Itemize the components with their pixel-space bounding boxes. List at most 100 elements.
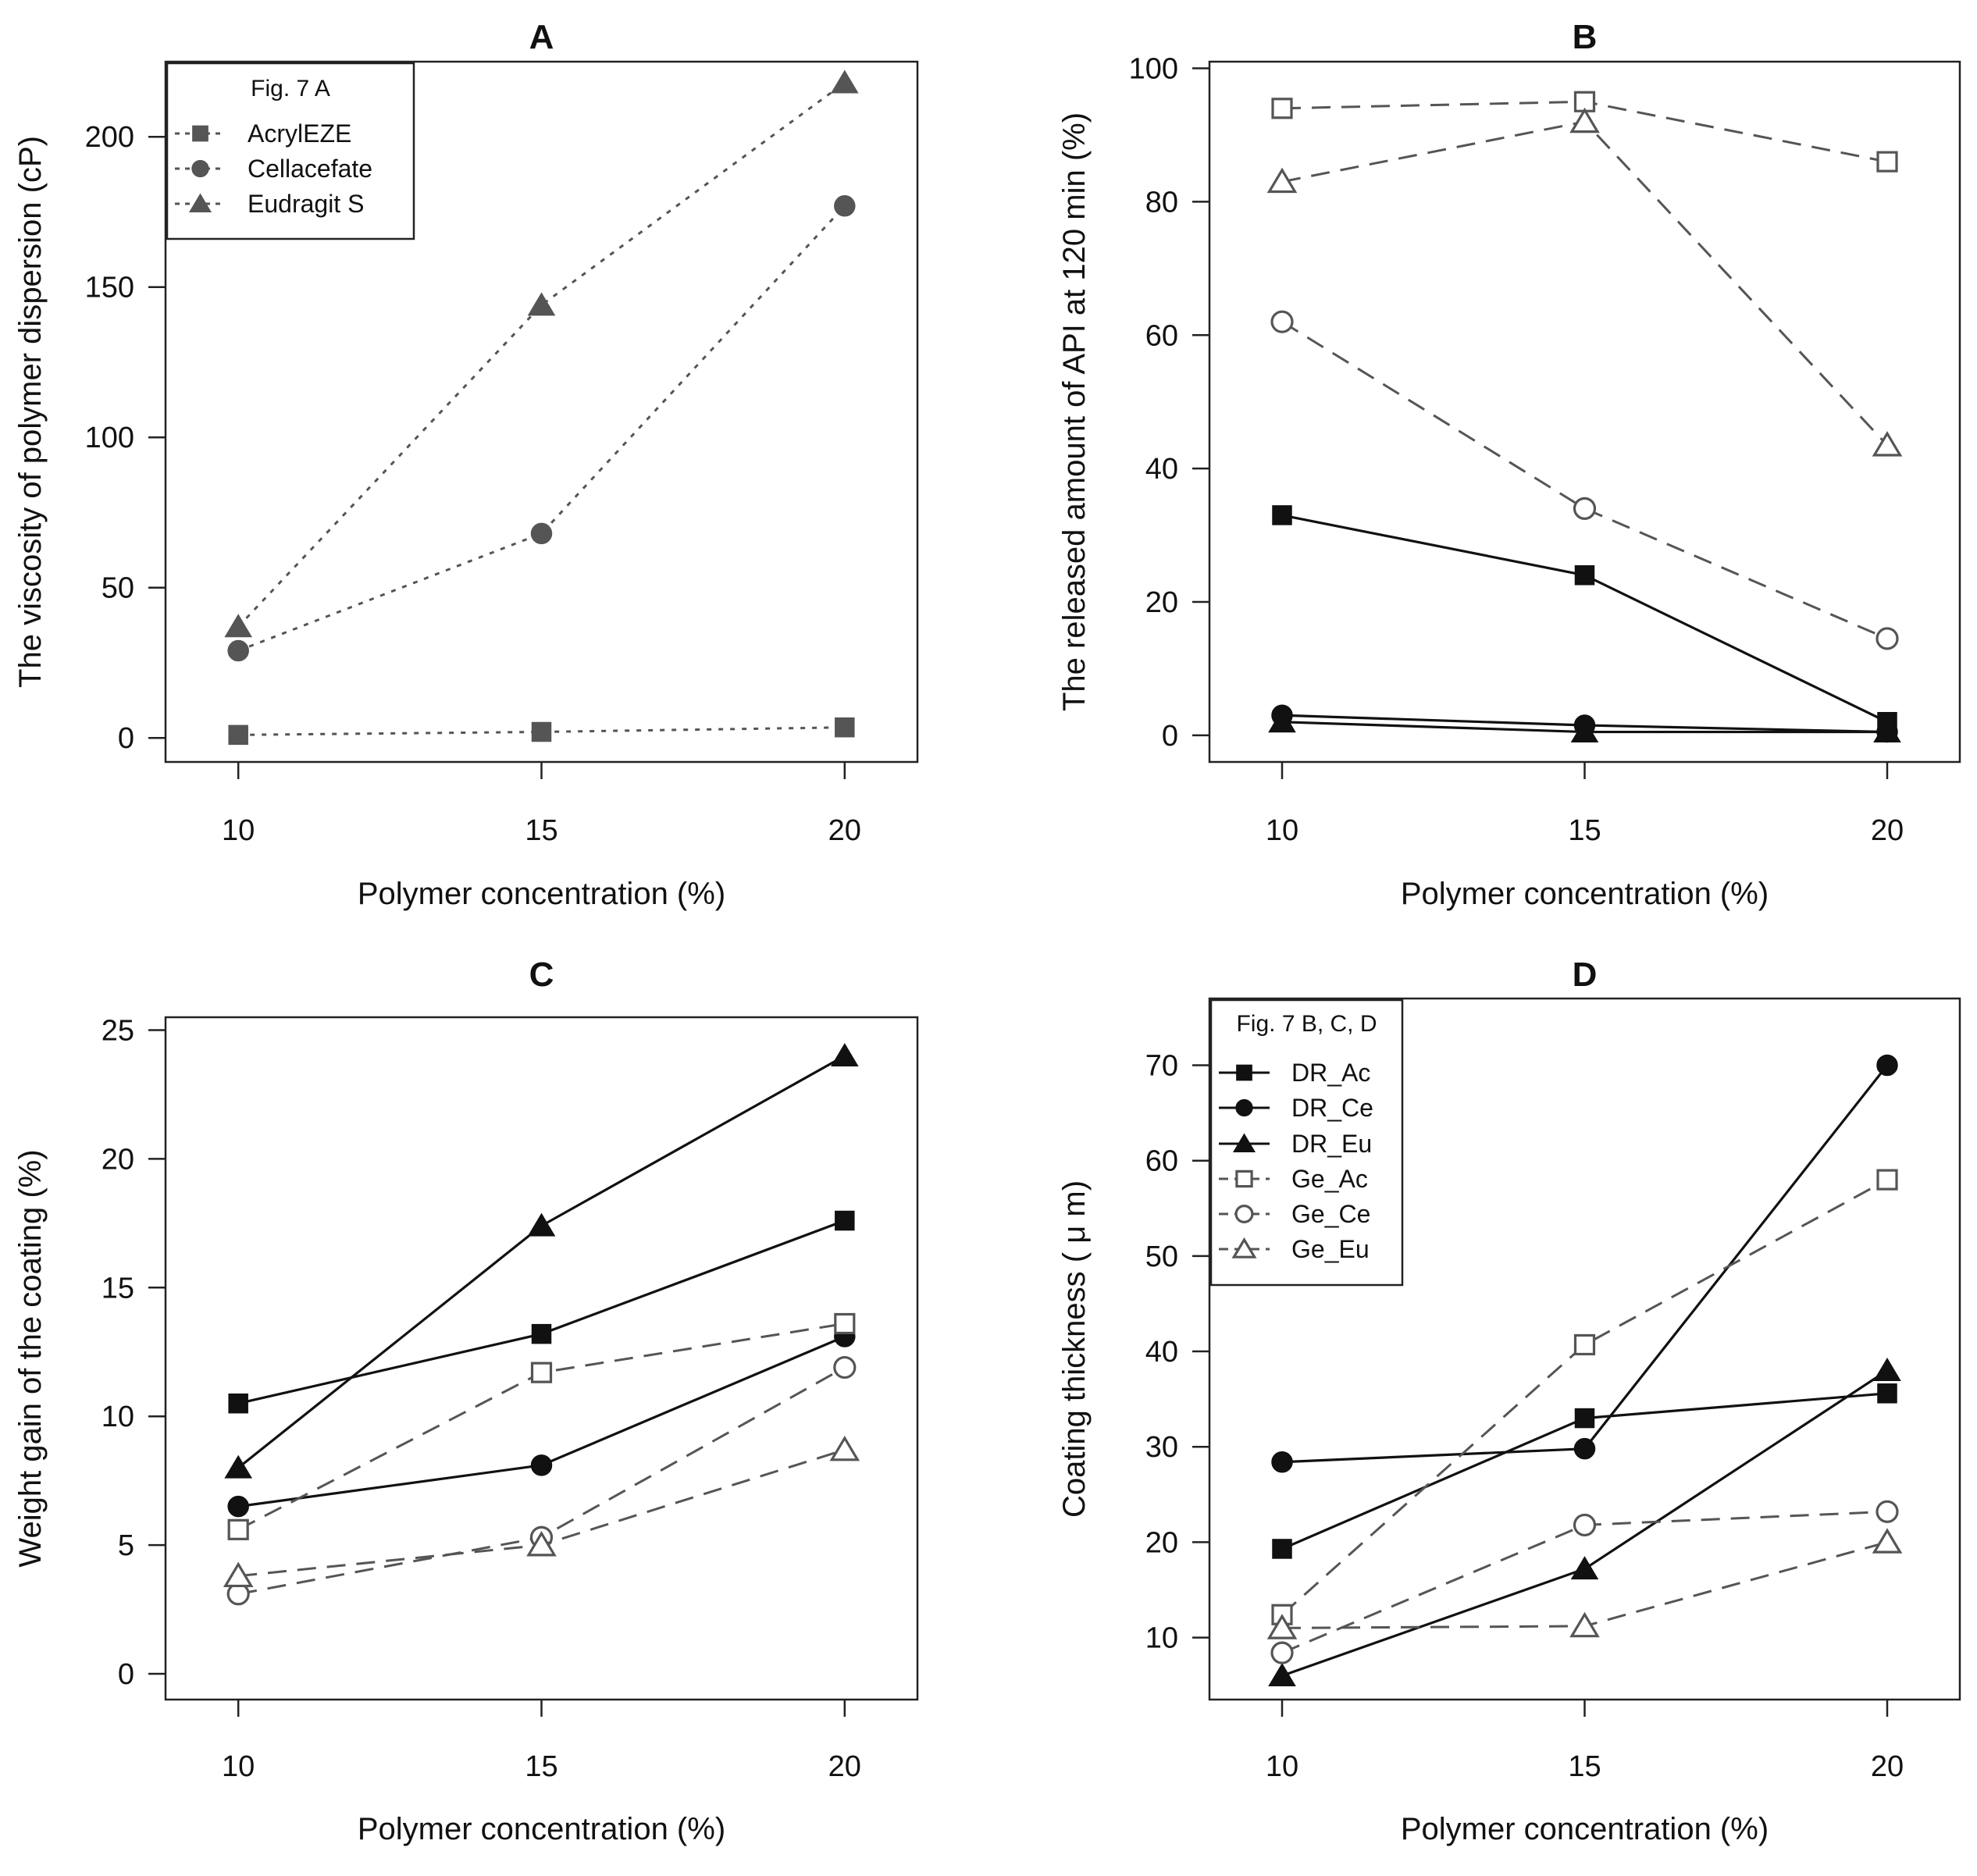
data-point-triangle [1872,1528,1903,1554]
y-tick-label: 5 [118,1529,134,1562]
series-line [237,1055,846,1469]
series-dr-ce [227,1326,856,1518]
series-dr-ac [1272,1383,1897,1559]
data-point-triangle [1570,719,1599,743]
data-point-square [834,1312,856,1335]
data-point-square [835,1210,855,1231]
data-point-circle [1270,1641,1294,1664]
data-point-triangle [829,1435,860,1461]
data-point-triangle [527,1212,556,1237]
data-point-square [1574,565,1595,586]
series-ge-ce [1270,1500,1899,1664]
series-acryleze [228,717,855,746]
legend-title: Fig. 7 B, C, D [1236,1011,1377,1037]
y-tick-label: 150 [85,272,134,304]
data-point-square [228,724,248,746]
legend-label: DR_Eu [1291,1130,1372,1158]
data-point-triangle [1266,167,1298,194]
x-axis-label: Polymer concentration (%) [1401,1812,1769,1846]
y-tick-label: 15 [102,1272,134,1305]
data-point-circle [1875,1500,1899,1523]
series-line [1281,1178,1888,1616]
y-tick-label: 100 [85,422,134,454]
data-point-square [1876,1169,1898,1191]
data-point-circle [227,1495,249,1518]
y-tick-label: 100 [1129,53,1178,86]
y-tick-label: 30 [1145,1431,1178,1464]
panel-title: A [529,18,554,56]
series-ge-ce [1270,310,1899,650]
data-point-square [228,1393,248,1414]
series-ge-ac [1271,91,1898,173]
series-ge-eu [223,1435,860,1588]
legend-label: Ge_Ac [1291,1165,1368,1193]
data-point-square [531,1323,552,1344]
data-point-square [1272,1539,1292,1559]
data-point-circle [1270,310,1294,333]
legend-label: DR_Ce [1291,1094,1373,1122]
data-point-circle [530,1454,553,1476]
series-line [237,1366,846,1596]
legend-marker-square [192,125,208,142]
plot-frame [1208,60,1961,764]
x-tick-label: 10 [222,814,255,847]
x-tick-label: 10 [1266,814,1298,847]
series-ge-ac [1271,1169,1898,1625]
data-point-triangle [830,1043,859,1066]
x-tick-label: 20 [1871,1750,1904,1783]
legend-label: AcrylEZE [248,119,351,148]
data-point-triangle [1873,719,1901,743]
y-axis-label: The released amount of API at 120 min (%… [1057,112,1092,711]
series-line [1281,320,1888,640]
data-point-triangle [1570,1556,1599,1580]
data-point-triangle [526,1530,557,1557]
panel-d: D 10 20 30 40 50 60 70 10 15 20 Polymer concentrati… [1057,956,1961,1846]
data-point-circle [1573,1513,1597,1537]
y-tick-label: 60 [1145,1145,1178,1178]
series-line [238,726,845,736]
x-tick-label: 15 [1568,814,1601,847]
series-line [237,1322,846,1531]
data-point-triangle [224,614,253,638]
panel-title: C [529,956,554,994]
series-dr-ce [1271,1054,1898,1473]
data-point-circle [1573,1437,1596,1460]
series-dr-eu [1268,1358,1901,1686]
series-ge-ac [227,1312,856,1540]
series-eudragit-s [224,69,859,638]
legend-marker-square [1235,1169,1253,1188]
series-cellacefate [227,195,856,662]
legend: Fig. 7 A AcrylEZE Cellacefate Eudragit S [166,62,415,240]
x-tick-label: 15 [1568,1750,1601,1783]
series-ge-eu [1266,107,1903,457]
legend: Fig. 7 B, C, D DR_Ac DR_Ce DR_Eu Ge_Ac Ge_Ce G… [1209,999,1404,1287]
series-line [237,205,846,652]
y-tick-label: 10 [1145,1622,1178,1655]
data-point-square [227,1518,249,1540]
y-axis-label: The viscosity of polymer dispersion (cP) [13,136,48,688]
data-point-circle [1573,497,1597,520]
series-line [1281,514,1888,724]
legend-label: Ge_Eu [1291,1235,1370,1263]
y-tick-label: 60 [1145,319,1178,352]
y-tick-label: 0 [1162,720,1178,753]
y-tick-label: 10 [102,1401,134,1433]
series-dr-ac [1272,505,1897,732]
data-point-circle [1875,627,1899,650]
y-tick-label: 80 [1145,186,1178,219]
legend-label: Eudragit S [248,190,364,218]
data-point-triangle [1268,709,1296,733]
data-point-square [530,1362,553,1383]
legend-label: Ge_Ce [1291,1200,1370,1228]
data-point-square [1877,1383,1897,1404]
data-point-triangle [1569,1611,1600,1638]
y-tick-label: 70 [1145,1050,1178,1083]
data-point-square [1574,1408,1595,1429]
series-dr-ac [228,1210,855,1414]
data-point-triangle [1266,1614,1298,1639]
data-point-square [1573,1333,1596,1356]
series-dr-eu [1268,709,1901,743]
y-tick-label: 40 [1145,453,1178,486]
data-point-square [1271,98,1293,119]
